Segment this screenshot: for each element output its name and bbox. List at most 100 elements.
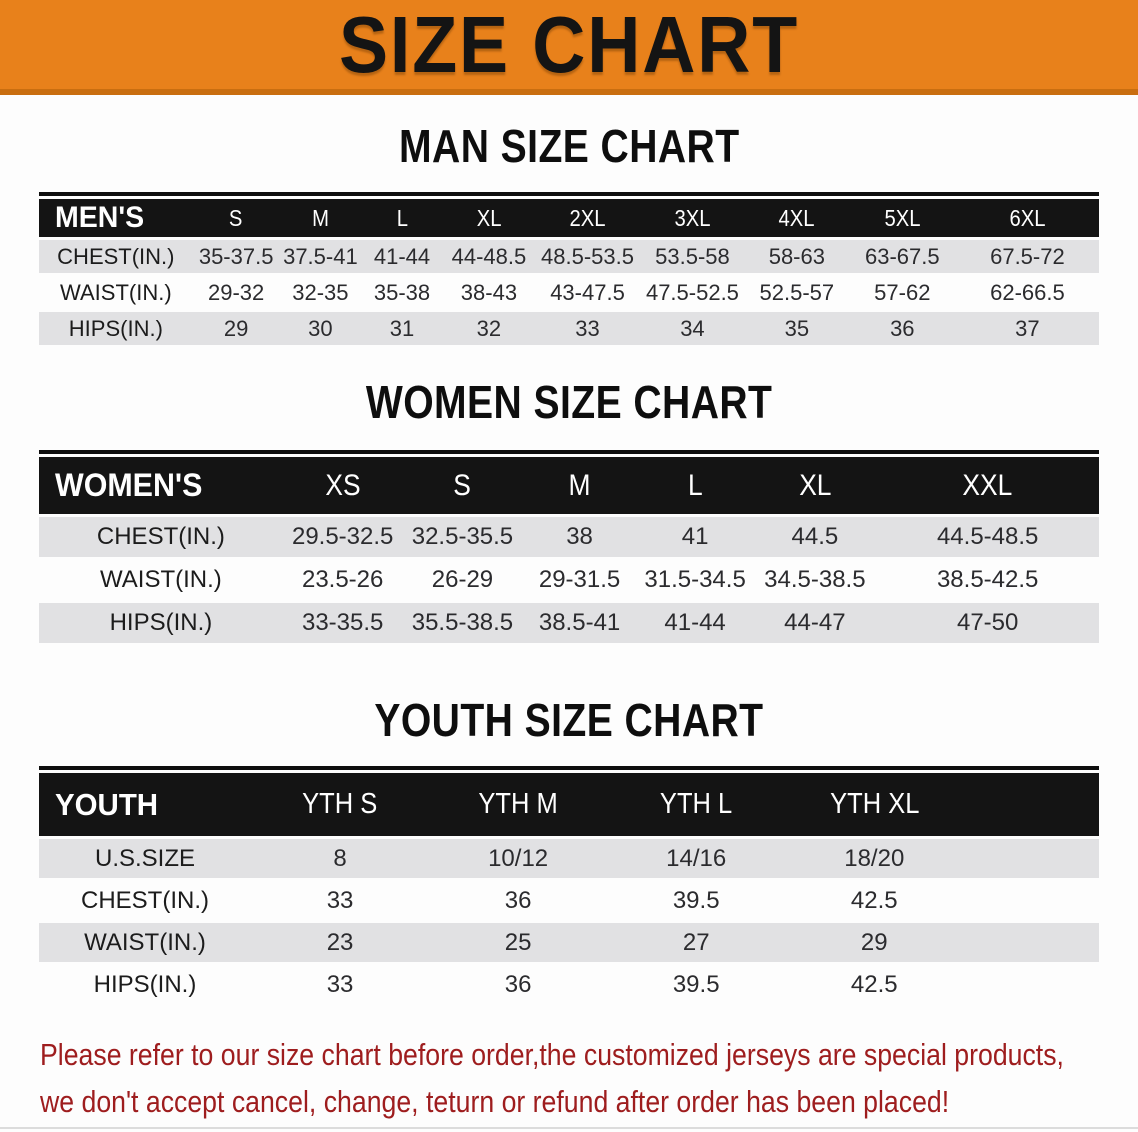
- size-column-header: YTH XL: [785, 773, 964, 836]
- measurement-label: CHEST(IN.): [39, 240, 193, 273]
- size-value: 42.5: [785, 881, 964, 920]
- size-value: 8: [251, 839, 430, 878]
- size-column-header: L: [636, 457, 754, 514]
- size-value: 18/20: [785, 839, 964, 878]
- table-title-cell: YOUTH: [39, 773, 251, 836]
- size-value: 23: [251, 923, 430, 962]
- table-header-row: YOUTH YTH S YTH M YTH L YTH XL: [39, 773, 1099, 836]
- order-policy-line-1: Please refer to our size chart before or…: [40, 1037, 1064, 1072]
- size-column-header: L: [361, 199, 443, 237]
- size-value: 62-66.5: [955, 276, 1099, 309]
- size-value: 41-44: [361, 240, 443, 273]
- youth-section-title-text: YOUTH SIZE CHART: [374, 694, 764, 746]
- table-row: WAIST(IN.) 23 25 27 29: [39, 923, 1099, 962]
- measurement-label: CHEST(IN.): [39, 881, 251, 920]
- size-value: 37: [955, 312, 1099, 345]
- youth-section-title: YOUTH SIZE CHART: [0, 696, 1138, 744]
- size-value: 29-31.5: [522, 560, 637, 600]
- measurement-label: HIPS(IN.): [39, 312, 193, 345]
- man-section-title-text: MAN SIZE CHART: [398, 120, 740, 172]
- size-value: 31.5-34.5: [636, 560, 754, 600]
- size-value: 41-44: [636, 603, 754, 643]
- size-value: 52.5-57: [744, 276, 849, 309]
- size-value: 29-32: [192, 276, 280, 309]
- size-column-header: 6XL: [955, 199, 1099, 237]
- header-filler-cell: [963, 773, 1099, 836]
- size-value: 32.5-35.5: [402, 517, 523, 557]
- size-value: 33: [535, 312, 640, 345]
- size-value: 34: [639, 312, 745, 345]
- row-filler-cell: [963, 839, 1099, 878]
- table-row: CHEST(IN.) 29.5-32.5 32.5-35.5 38 41 44.5 44.5…: [39, 517, 1099, 557]
- size-value: 31: [361, 312, 443, 345]
- size-value: 67.5-72: [955, 240, 1099, 273]
- banner: SIZE CHART: [0, 0, 1138, 95]
- size-value: 44-47: [753, 603, 877, 643]
- size-value: 34.5-38.5: [753, 560, 877, 600]
- size-value: 35.5-38.5: [402, 603, 523, 643]
- size-value: 41: [636, 517, 754, 557]
- size-value: 53.5-58: [639, 240, 745, 273]
- men-size-table: MEN'S S M L XL 2XL 3XL 4XL 5XL 6XL CHEST(IN.) 35-37…: [39, 196, 1099, 348]
- size-value: 35-38: [361, 276, 443, 309]
- measurement-label: HIPS(IN.): [39, 603, 283, 643]
- table-title-cell: WOMEN'S: [39, 457, 283, 514]
- size-column-header: XS: [282, 457, 403, 514]
- size-value: 38.5-41: [522, 603, 637, 643]
- size-value: 29: [192, 312, 280, 345]
- size-value: 63-67.5: [848, 240, 956, 273]
- size-value: 35: [744, 312, 849, 345]
- table-row: HIPS(IN.) 33-35.5 35.5-38.5 38.5-41 41-44 44-…: [39, 603, 1099, 643]
- size-column-header: YTH M: [429, 773, 608, 836]
- size-value: 29.5-32.5: [282, 517, 403, 557]
- size-value: 38.5-42.5: [876, 560, 1099, 600]
- size-column-header: S: [192, 199, 280, 237]
- size-value: 33-35.5: [282, 603, 403, 643]
- women-table-top-rule: [39, 450, 1099, 454]
- size-value: 14/16: [607, 839, 786, 878]
- bottom-hairline: [0, 1127, 1138, 1129]
- size-column-header: M: [522, 457, 637, 514]
- size-value: 10/12: [429, 839, 608, 878]
- size-value: 33: [251, 965, 430, 1004]
- size-value: 48.5-53.5: [535, 240, 640, 273]
- size-column-header: XL: [442, 199, 536, 237]
- size-value: 38: [522, 517, 637, 557]
- table-title-cell: MEN'S: [39, 199, 193, 237]
- table-row: WAIST(IN.) 23.5-26 26-29 29-31.5 31.5-34.5 34…: [39, 560, 1099, 600]
- table-row: HIPS(IN.) 33 36 39.5 42.5: [39, 965, 1099, 1004]
- row-filler-cell: [963, 881, 1099, 920]
- size-value: 38-43: [442, 276, 536, 309]
- size-column-header: XL: [753, 457, 877, 514]
- size-column-header: 4XL: [744, 199, 849, 237]
- size-value: 44.5: [753, 517, 877, 557]
- youth-table-top-rule: [39, 766, 1099, 770]
- size-value: 32: [442, 312, 536, 345]
- row-filler-cell: [963, 965, 1099, 1004]
- measurement-label: WAIST(IN.): [39, 560, 283, 600]
- size-value: 43-47.5: [535, 276, 640, 309]
- measurement-label: WAIST(IN.): [39, 276, 193, 309]
- measurement-label: HIPS(IN.): [39, 965, 251, 1004]
- size-value: 33: [251, 881, 430, 920]
- table-row: CHEST(IN.) 35-37.5 37.5-41 41-44 44-48.5 48.5…: [39, 240, 1099, 273]
- size-value: 39.5: [607, 965, 786, 1004]
- measurement-label: WAIST(IN.): [39, 923, 251, 962]
- size-value: 27: [607, 923, 786, 962]
- size-value: 23.5-26: [282, 560, 403, 600]
- size-value: 32-35: [279, 276, 362, 309]
- size-value: 44-48.5: [442, 240, 536, 273]
- size-column-header: 5XL: [848, 199, 956, 237]
- order-policy-line-2: we don't accept cancel, change, teturn o…: [40, 1084, 950, 1119]
- size-value: 57-62: [848, 276, 956, 309]
- size-value: 26-29: [402, 560, 523, 600]
- man-section-title: MAN SIZE CHART: [0, 122, 1138, 170]
- size-column-header: M: [279, 199, 362, 237]
- size-value: 36: [429, 881, 608, 920]
- measurement-label: CHEST(IN.): [39, 517, 283, 557]
- size-column-header: XXL: [876, 457, 1099, 514]
- size-column-header: YTH L: [607, 773, 786, 836]
- size-value: 36: [848, 312, 956, 345]
- table-header-row: MEN'S S M L XL 2XL 3XL 4XL 5XL 6XL: [39, 199, 1099, 237]
- size-value: 25: [429, 923, 608, 962]
